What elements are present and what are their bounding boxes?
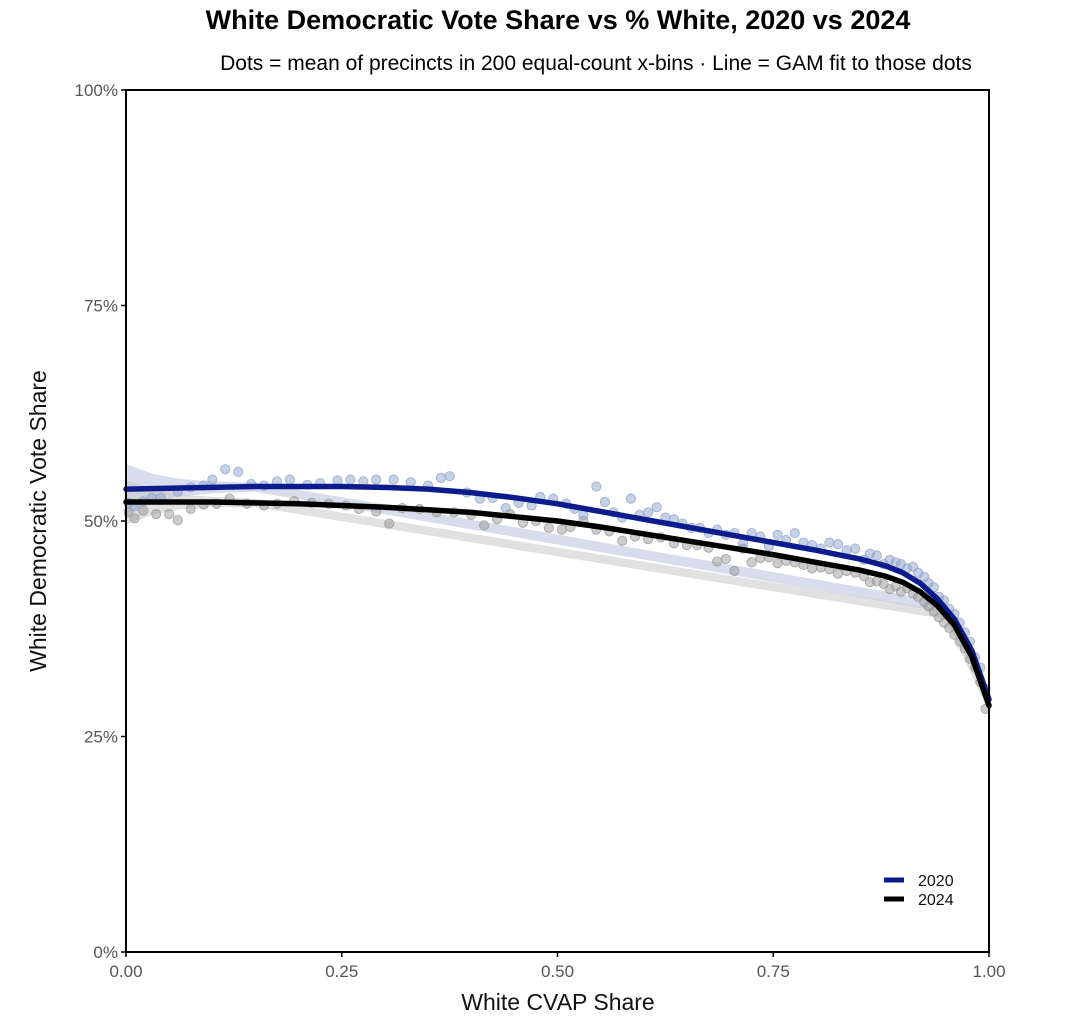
point-2024 (746, 557, 757, 568)
point-2020 (332, 475, 343, 486)
point-2024 (129, 513, 140, 524)
point-2020 (405, 477, 416, 488)
fit-lines (123, 483, 992, 709)
x-tick-label: 0.75 (757, 962, 790, 981)
point-2020 (651, 502, 662, 513)
point-2024 (729, 565, 740, 577)
point-2020 (220, 464, 231, 475)
chart-title: White Democratic Vote Share vs % White, … (206, 5, 911, 35)
point-2024 (164, 509, 175, 520)
point-2020 (345, 474, 356, 485)
y-axis-title: White Democratic Vote Share (25, 370, 51, 672)
point-2020 (388, 474, 399, 485)
point-2024 (384, 518, 395, 529)
point-2020 (824, 537, 835, 548)
point-2024 (712, 556, 723, 567)
point-2020 (435, 472, 447, 483)
point-2024 (772, 558, 783, 569)
point-2020 (500, 502, 511, 514)
point-2020 (625, 493, 636, 504)
point-2020 (591, 481, 602, 492)
x-tick-label: 1.00 (972, 962, 1005, 981)
y-tick-label: 0% (93, 943, 118, 962)
point-2024 (172, 515, 183, 526)
point-2020 (871, 550, 882, 561)
point-2020 (233, 466, 244, 477)
fit-line-2020 (123, 483, 992, 703)
x-tick-label: 0.00 (109, 962, 142, 981)
point-2020 (772, 529, 783, 540)
legend-label-2020: 2020 (918, 873, 954, 890)
point-2024 (617, 535, 628, 546)
x-tick-label: 0.50 (541, 962, 574, 981)
x-axis-ticks: 0.00 0.25 0.50 0.75 1.00 (109, 952, 1006, 981)
point-2020 (599, 496, 611, 508)
y-tick-label: 75% (84, 297, 118, 316)
point-2020 (444, 471, 455, 482)
point-2024 (806, 563, 818, 574)
y-tick-label: 50% (84, 512, 118, 531)
point-2020 (643, 507, 654, 518)
point-2024 (479, 520, 490, 531)
x-axis-title: White CVAP Share (461, 989, 654, 1015)
point-2024 (185, 503, 196, 515)
point-2024 (720, 553, 731, 565)
point-2020 (207, 474, 218, 485)
x-tick-label: 0.25 (325, 962, 358, 981)
chart-subtitle: Dots = mean of precincts in 200 equal-co… (220, 52, 972, 75)
point-2024 (556, 524, 567, 535)
point-2020 (850, 543, 861, 554)
legend: 2020 2024 (884, 873, 954, 909)
y-axis-ticks: 0% 25% 50% 75% 100% (75, 81, 126, 962)
fit-line-2024 (123, 499, 992, 709)
y-tick-label: 100% (75, 81, 118, 100)
point-2024 (832, 568, 844, 579)
point-2024 (138, 505, 149, 516)
point-2020 (371, 474, 382, 485)
point-2020 (832, 539, 844, 550)
point-2020 (284, 474, 296, 485)
point-2024 (151, 509, 162, 520)
point-2020 (789, 527, 800, 539)
legend-label-2024: 2024 (918, 892, 954, 909)
y-tick-label: 25% (84, 728, 118, 747)
point-2024 (543, 522, 554, 533)
